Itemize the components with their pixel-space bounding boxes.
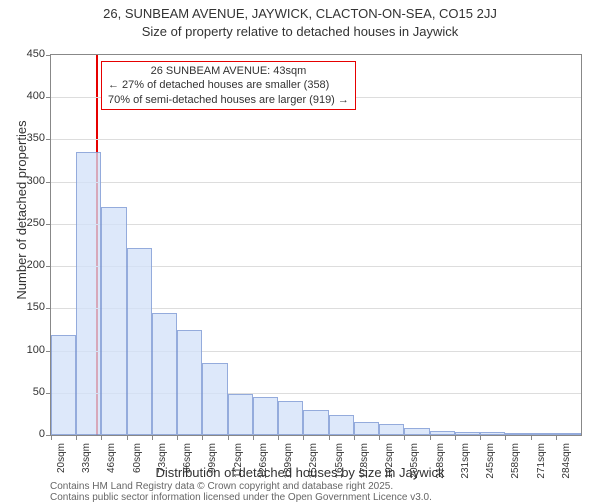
- histogram-bar: [329, 415, 354, 435]
- x-tick-mark: [127, 435, 128, 440]
- histogram-bar: [101, 207, 126, 435]
- gridline: [51, 139, 581, 140]
- histogram-bar: [430, 431, 455, 435]
- y-tick-mark: [46, 308, 51, 309]
- callout-line3: 70% of semi-detached houses are larger (…: [108, 93, 349, 107]
- histogram-bar: [531, 433, 556, 435]
- x-tick-mark: [177, 435, 178, 440]
- histogram-bar: [303, 410, 328, 435]
- x-tick-mark: [152, 435, 153, 440]
- x-tick-mark: [505, 435, 506, 440]
- y-tick-mark: [46, 139, 51, 140]
- x-tick-mark: [354, 435, 355, 440]
- x-tick-mark: [531, 435, 532, 440]
- footer-line2: Contains public sector information licen…: [50, 492, 432, 503]
- y-tick-label: 150: [15, 301, 45, 313]
- y-tick-label: 300: [15, 175, 45, 187]
- y-tick-label: 400: [15, 90, 45, 102]
- histogram-bar: [505, 433, 530, 435]
- callout-line2: ← 27% of detached houses are smaller (35…: [108, 78, 349, 92]
- gridline: [51, 182, 581, 183]
- histogram-bar: [177, 330, 202, 435]
- histogram-bar: [278, 401, 303, 435]
- y-tick-label: 200: [15, 259, 45, 271]
- x-axis-label: Distribution of detached houses by size …: [0, 465, 600, 480]
- histogram-bar: [127, 248, 152, 435]
- histogram-bar: [253, 397, 278, 435]
- x-tick-mark: [404, 435, 405, 440]
- x-tick-mark: [303, 435, 304, 440]
- gridline: [51, 224, 581, 225]
- y-tick-label: 350: [15, 132, 45, 144]
- x-tick-mark: [556, 435, 557, 440]
- x-tick-mark: [202, 435, 203, 440]
- histogram-bar: [202, 363, 227, 435]
- chart-title-line1: 26, SUNBEAM AVENUE, JAYWICK, CLACTON-ON-…: [0, 6, 600, 21]
- histogram-bar: [354, 422, 379, 435]
- callout-line1: 26 SUNBEAM AVENUE: 43sqm: [108, 64, 349, 78]
- y-tick-label: 250: [15, 217, 45, 229]
- y-tick-mark: [46, 266, 51, 267]
- x-tick-mark: [480, 435, 481, 440]
- x-tick-mark: [430, 435, 431, 440]
- y-tick-mark: [46, 97, 51, 98]
- y-tick-label: 450: [15, 48, 45, 60]
- x-tick-mark: [76, 435, 77, 440]
- y-tick-mark: [46, 182, 51, 183]
- x-tick-mark: [228, 435, 229, 440]
- x-tick-mark: [278, 435, 279, 440]
- x-tick-mark: [253, 435, 254, 440]
- y-tick-mark: [46, 55, 51, 56]
- x-tick-mark: [51, 435, 52, 440]
- footer-line1: Contains HM Land Registry data © Crown c…: [50, 481, 393, 492]
- y-tick-label: 50: [15, 386, 45, 398]
- y-tick-label: 0: [15, 428, 45, 440]
- histogram-bar: [404, 428, 429, 435]
- histogram-bar: [228, 394, 253, 435]
- x-tick-mark: [379, 435, 380, 440]
- histogram-bar: [455, 432, 480, 435]
- y-tick-mark: [46, 224, 51, 225]
- x-tick-mark: [455, 435, 456, 440]
- histogram-bar: [480, 432, 505, 435]
- histogram-bar: [76, 152, 101, 435]
- chart-container: 26, SUNBEAM AVENUE, JAYWICK, CLACTON-ON-…: [0, 0, 600, 500]
- x-tick-mark: [329, 435, 330, 440]
- callout-box: 26 SUNBEAM AVENUE: 43sqm ← 27% of detach…: [101, 61, 356, 110]
- chart-title-line2: Size of property relative to detached ho…: [0, 24, 600, 39]
- histogram-bar: [379, 424, 404, 435]
- y-tick-label: 100: [15, 344, 45, 356]
- histogram-bar: [556, 433, 581, 435]
- histogram-bar: [152, 313, 177, 435]
- histogram-bar: [51, 335, 76, 435]
- plot-area: 05010015020025030035040045020sqm33sqm46s…: [50, 54, 582, 436]
- x-tick-mark: [101, 435, 102, 440]
